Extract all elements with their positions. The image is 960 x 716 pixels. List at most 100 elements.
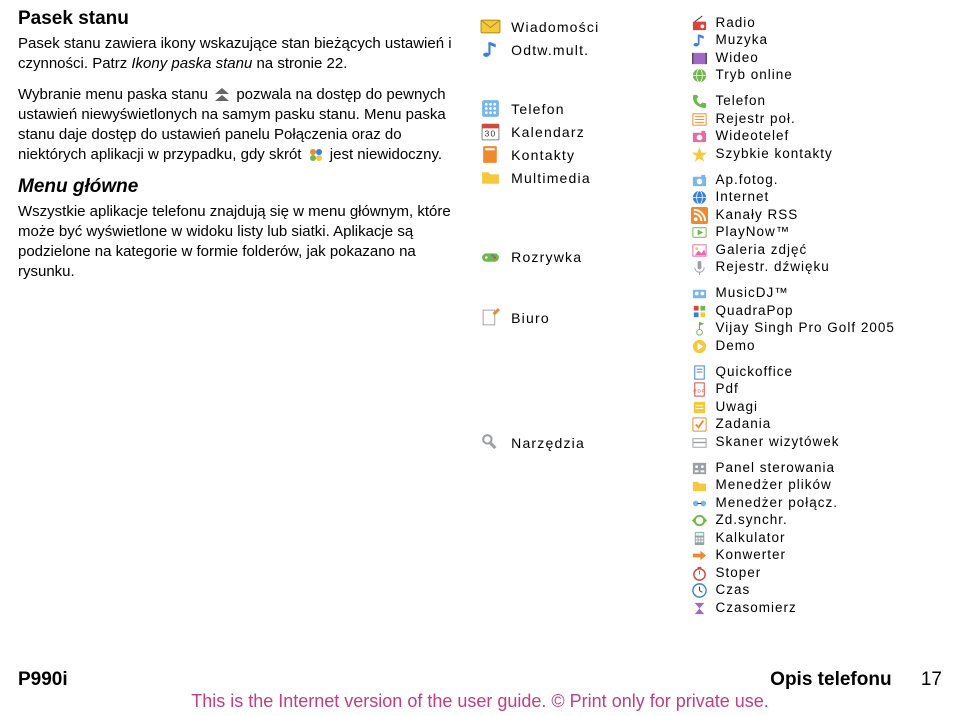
sub-item: Quickoffice	[691, 364, 943, 381]
sub-item-label: Kalkulator	[716, 530, 786, 547]
timer-icon	[691, 600, 708, 617]
menu-item-multimedia: Multimedia	[480, 167, 686, 188]
demo-icon	[691, 338, 708, 355]
globe-icon	[691, 67, 708, 84]
conn-icon	[691, 495, 708, 512]
sub-item-label: Pdf	[716, 381, 739, 398]
menu-item-label: Rozrywka	[511, 249, 582, 265]
middle-column: WiadomościOdtw.mult.Telefon30KalendarzKo…	[480, 8, 686, 663]
sub-item: Kanały RSS	[691, 207, 943, 224]
sub-item-label: Muzyka	[716, 32, 769, 49]
sub-group-4: QuickofficePDFPdfUwagiZadaniaSkaner wizy…	[687, 364, 943, 451]
grid-icon	[480, 98, 501, 119]
film-icon	[691, 50, 708, 67]
rss-icon	[691, 207, 708, 224]
doc-icon	[691, 364, 708, 381]
folder-icon	[480, 167, 501, 188]
pdf-icon: PDF	[691, 381, 708, 398]
phone-icon	[691, 93, 708, 110]
sub-item-label: Zadania	[716, 416, 772, 433]
sub-item-label: Telefon	[716, 93, 767, 110]
footer-right: Opis telefonu 17	[770, 669, 942, 691]
disclaimer-text: This is the Internet version of the user…	[18, 691, 942, 716]
menu-item-narzedzia: Narzędzia	[480, 432, 686, 453]
sub-item-label: Quickoffice	[716, 364, 794, 381]
radio-icon	[691, 15, 708, 32]
p2-a: Wybranie menu paska stanu	[18, 86, 212, 103]
sub-item: Zd.synchr.	[691, 512, 943, 529]
sub-item: Ap.fotog.	[691, 172, 943, 189]
sub-item: Zadania	[691, 416, 943, 433]
sub-item: Telefon	[691, 93, 943, 110]
svg-text:PDF: PDF	[693, 388, 705, 394]
menu-item-kontakty: Kontakty	[480, 144, 686, 165]
page-footer: P990i Opis telefonu 17	[18, 663, 942, 691]
menu-item-biuro: Biuro	[480, 307, 686, 328]
menu-item-telefon: Telefon	[480, 98, 686, 119]
p2-c: jest niewidoczny.	[330, 146, 442, 163]
menu-item-label: Kalendarz	[511, 124, 585, 140]
heading-menu-glowne: Menu główne	[18, 176, 464, 198]
menu-item-label: Kontakty	[511, 147, 575, 163]
sub-item-label: Internet	[716, 189, 770, 206]
footer-model: P990i	[18, 669, 68, 691]
sub-item-label: Demo	[716, 338, 756, 355]
sub-item: PDF Pdf	[691, 381, 943, 398]
sub-item: Vijay Singh Pro Golf 2005	[691, 320, 943, 337]
sub-item: Konwerter	[691, 547, 943, 564]
sub-item-label: Rejestr poł.	[716, 111, 796, 128]
sub-item: QuadraPop	[691, 303, 943, 320]
footer-section-label: Opis telefonu	[770, 669, 891, 690]
sub-item-label: QuadraPop	[716, 303, 794, 320]
clock-icon	[691, 582, 708, 599]
sub-item-label: Radio	[716, 15, 756, 32]
sub-item: Menedżer plików	[691, 477, 943, 494]
p1-italic: Ikony paska stanu	[131, 55, 252, 72]
sub-item: Demo	[691, 338, 943, 355]
sub-group-5: Panel sterowaniaMenedżer plikówMenedżer …	[687, 460, 943, 617]
camera-icon	[691, 128, 708, 145]
scan-icon	[691, 434, 708, 451]
menu-item-wiadomosci: Wiadomości	[480, 16, 686, 37]
sub-group-3: MusicDJ™QuadraPopVijay Singh Pro Golf 20…	[687, 285, 943, 355]
menu-item-rozrywka: Rozrywka	[480, 246, 686, 267]
sub-item-label: Ap.fotog.	[716, 172, 779, 189]
sub-item-label: Wideo	[716, 50, 759, 67]
heading-pasek-stanu: Pasek stanu	[18, 8, 464, 30]
camera-icon	[691, 172, 708, 189]
sub-item: Wideo	[691, 50, 943, 67]
gamepad-icon	[480, 246, 501, 267]
menu-item-label: Multimedia	[511, 170, 591, 186]
sub-item-label: Menedżer plików	[716, 477, 832, 494]
note2-icon	[691, 399, 708, 416]
grid4-icon	[691, 303, 708, 320]
sub-item: Czas	[691, 582, 943, 599]
star-icon	[691, 146, 708, 163]
check-icon	[691, 416, 708, 433]
sub-item: Galeria zdjęć	[691, 242, 943, 259]
panel-icon	[691, 460, 708, 477]
mic-icon	[691, 259, 708, 276]
menu-item-label: Telefon	[511, 101, 565, 117]
sub-item: Czasomierz	[691, 600, 943, 617]
sub-item-label: Vijay Singh Pro Golf 2005	[716, 320, 895, 337]
globe-icon	[691, 189, 708, 206]
sub-item-label: PlayNow™	[716, 224, 791, 241]
sub-item-label: Stoper	[716, 565, 762, 582]
dj-icon	[691, 285, 708, 302]
sub-item: Muzyka	[691, 32, 943, 49]
sub-group-0: RadioMuzykaWideoTryb online	[687, 15, 943, 85]
sub-item: Tryb online	[691, 67, 943, 84]
paragraph-3: Wszystkie aplikacje telefonu znajdują si…	[18, 202, 464, 283]
sub-group-2: Ap.fotog.InternetKanały RSSPlayNow™Galer…	[687, 172, 943, 277]
files-icon	[691, 477, 708, 494]
conv-icon	[691, 547, 708, 564]
sub-item-label: Galeria zdjęć	[716, 242, 808, 259]
sub-item: Panel sterowania	[691, 460, 943, 477]
sub-item: Rejestr poł.	[691, 111, 943, 128]
chevron-up-icon	[214, 88, 230, 102]
sub-item-label: Tryb online	[716, 67, 793, 84]
paragraph-2: Wybranie menu paska stanu pozwala na dos…	[18, 85, 464, 166]
sub-item: Uwagi	[691, 399, 943, 416]
sub-item-label: Kanały RSS	[716, 207, 799, 224]
